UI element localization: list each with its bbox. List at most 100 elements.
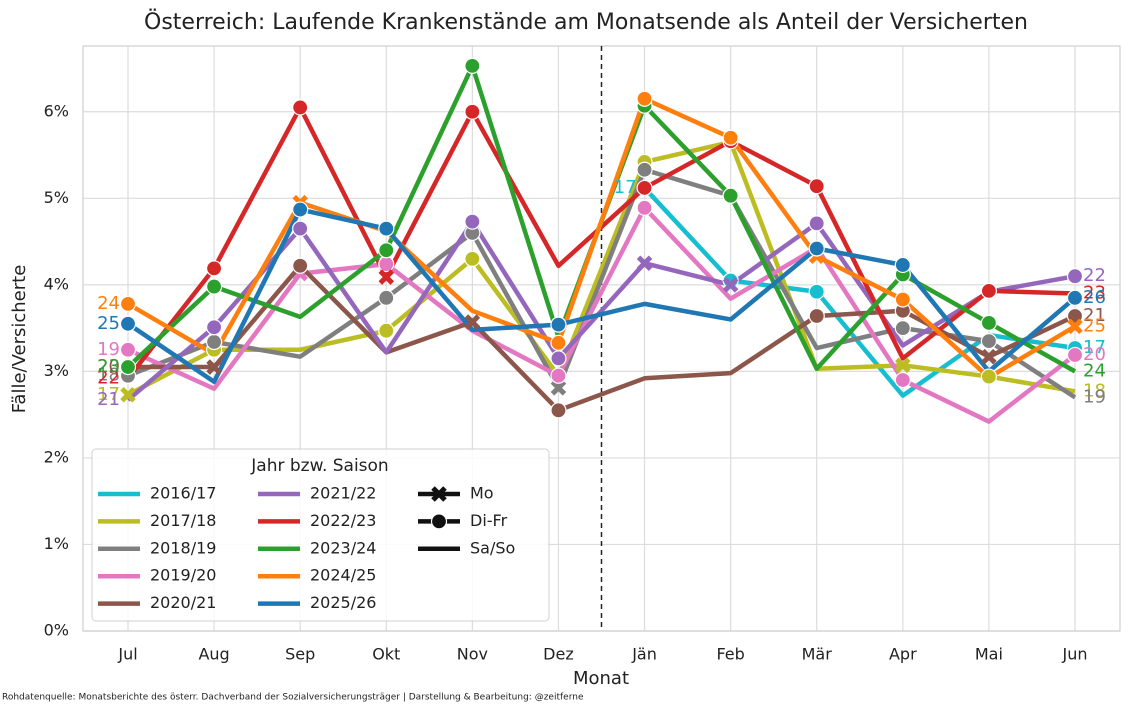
- x-tick-label: Mär: [802, 645, 833, 664]
- y-tick-label: 4%: [44, 274, 69, 293]
- marker: [205, 319, 223, 336]
- marker: [722, 277, 739, 293]
- end-label: 18: [1083, 380, 1106, 401]
- end-label: 22: [1083, 265, 1106, 286]
- marker: [722, 187, 739, 204]
- marker: [464, 103, 481, 120]
- marker: [550, 367, 567, 384]
- marker: [550, 402, 567, 419]
- x-tick-label: Jul: [117, 645, 137, 664]
- series-line: [126, 219, 1076, 402]
- source-note: Rohdatenquelle: Monatsberichte des öster…: [2, 693, 584, 703]
- legend-label: 2022/23: [310, 511, 376, 530]
- legend: Jahr bzw. Saison 2016/17 2017/18 2018/19 201…: [91, 448, 550, 622]
- marker: [205, 260, 223, 277]
- y-tick-label: 0%: [44, 621, 69, 640]
- marker: [431, 486, 447, 502]
- marker: [1066, 346, 1084, 364]
- legend-label: Di-Fr: [470, 511, 508, 530]
- start-label: 19: [97, 339, 120, 360]
- marker: [550, 350, 567, 367]
- marker: [119, 315, 137, 332]
- end-label: 25: [1083, 315, 1106, 336]
- marker: [636, 161, 653, 178]
- marker: [378, 220, 395, 237]
- marker: [1067, 318, 1083, 335]
- marker: [292, 99, 309, 116]
- x-tick-label: Aug: [198, 645, 229, 664]
- chart-title: Österreich: Laufende Krankenstände am Mo…: [144, 9, 1028, 35]
- x-tick-label: Mai: [975, 645, 1003, 664]
- start-label: 18: [97, 365, 120, 386]
- marker: [808, 178, 825, 195]
- y-axis-label: Fälle/Versicherte: [9, 265, 30, 414]
- legend-label: Mo: [470, 484, 494, 503]
- end-label: 19: [1083, 386, 1106, 407]
- marker: [980, 282, 998, 300]
- series-line: [127, 205, 1077, 424]
- x-tick-label: Sep: [285, 645, 315, 664]
- marker: [894, 371, 911, 389]
- marker: [980, 332, 998, 350]
- marker: [1066, 268, 1084, 285]
- x-tick-label: Dez: [543, 645, 574, 664]
- end-label: 26: [1083, 287, 1106, 308]
- x-tick-label: Apr: [889, 645, 917, 664]
- marker: [550, 380, 567, 396]
- series-line: [126, 139, 1076, 397]
- series-line: [126, 96, 1077, 380]
- marker: [378, 255, 395, 273]
- y-tick-label: 5%: [44, 188, 69, 207]
- start-label: 22: [97, 367, 120, 388]
- marker: [120, 386, 136, 403]
- marker: [430, 513, 448, 530]
- legend-label: 2024/25: [310, 566, 376, 585]
- y-tick-label: 6%: [44, 101, 69, 120]
- marker: [119, 341, 137, 358]
- marker: [1066, 289, 1084, 306]
- legend-label: 2016/17: [150, 484, 216, 503]
- marker: [894, 320, 911, 337]
- marker: [636, 255, 653, 271]
- x-tick-label: Jun: [1062, 645, 1088, 664]
- end-label: 23: [1083, 283, 1106, 304]
- y-tick-label: 2%: [44, 447, 69, 466]
- marker: [894, 256, 911, 274]
- series-line: [642, 186, 1076, 398]
- marker: [464, 250, 481, 267]
- marker: [980, 314, 998, 332]
- x-tick-label: Jän: [631, 645, 657, 664]
- marker: [464, 57, 481, 75]
- marker: [378, 269, 395, 285]
- marker: [292, 201, 309, 218]
- start-label: 25: [97, 313, 120, 334]
- legend-label: 2020/21: [150, 593, 216, 612]
- marker: [464, 213, 481, 230]
- start-label: 24: [97, 293, 120, 314]
- marker: [292, 257, 309, 274]
- series-line: [126, 207, 1077, 385]
- series-line: [128, 263, 1076, 413]
- legend-label: 2025/26: [310, 593, 376, 612]
- start-label: 21: [97, 389, 120, 410]
- x-tick-label: Feb: [716, 645, 744, 664]
- series-line: [127, 167, 1077, 400]
- marker: [378, 242, 395, 259]
- legend-title: Jahr bzw. Saison: [250, 456, 388, 476]
- marker: [205, 333, 223, 351]
- marker: [722, 129, 739, 146]
- start-label: 17: [97, 384, 120, 405]
- marker: [292, 220, 309, 237]
- end-label: 21: [1083, 305, 1106, 326]
- start-label: 23: [97, 356, 120, 377]
- marker: [119, 358, 137, 376]
- marker: [980, 368, 998, 385]
- legend-label: 2021/22: [310, 484, 376, 503]
- marker: [981, 348, 997, 365]
- marker: [636, 90, 653, 107]
- marker: [808, 240, 825, 257]
- marker: [895, 357, 911, 374]
- marker: [550, 334, 567, 351]
- y-tick-label: 1%: [44, 534, 69, 553]
